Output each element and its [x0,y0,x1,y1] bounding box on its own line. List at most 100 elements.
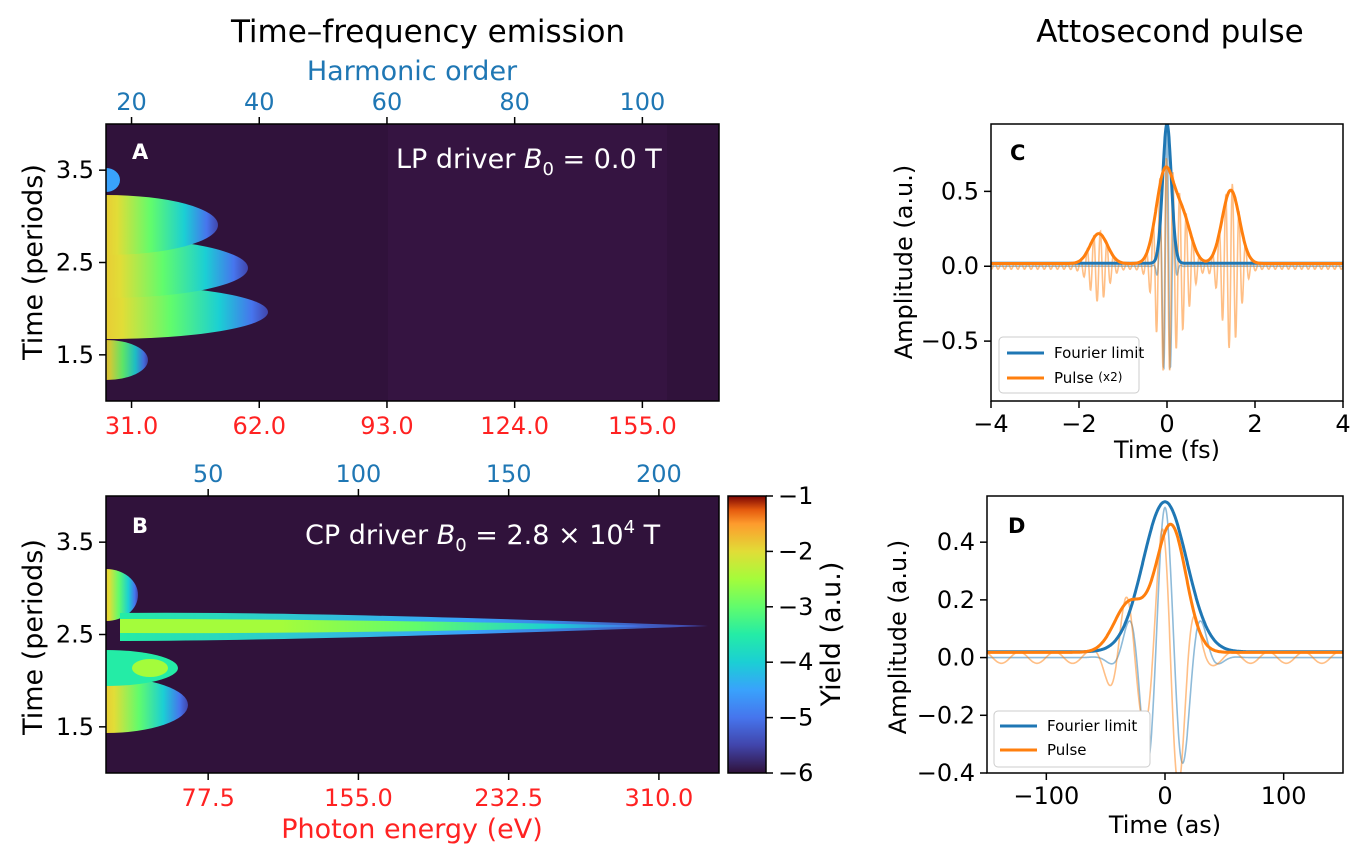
panel-d-ylabel: Amplitude (a.u.) [884,540,912,735]
panel-d-pulse-envelope [987,522,1343,654]
panel-c-x-tick-label-3: 2 [1247,410,1262,438]
panel-a-y-tick-label-2: 3.5 [56,156,94,184]
panel-d-legend: Fourier limit Pulse [993,710,1151,768]
panel-c-x-tick-label-2: 0 [1159,410,1174,438]
panel-d-pulse-field [987,528,1343,773]
panel-b-blob-low [106,677,188,733]
panel-c-x-tick-label-1: −2 [1061,410,1096,438]
panel-a-blob-5 [106,168,120,192]
panel-c-legend-fourier: Fourier limit [1054,344,1144,362]
panel-b-bottom-tick-label-2: 232.5 [474,784,543,812]
panel-c-x-tick-label-4: 4 [1335,410,1350,438]
panel-a-bottom-tick-label-2: 93.0 [360,412,413,440]
panel-d-x-axis: −100 0 100 [1013,773,1307,810]
panel-d-legend-fourier: Fourier limit [1047,717,1137,735]
panel-c-letter: C [1010,141,1025,165]
panel-c-legend-pulse: Pulse (x2) [1054,369,1122,387]
colorbar-tick-label-3: −4 [778,648,813,676]
panel-d-xlabel: Time (as) [1108,811,1221,839]
panel-d-x-tick-label-0: −100 [1013,782,1079,810]
panel-b-top-tick-label-0: 50 [193,460,224,488]
colorbar-tick-label-0: −1 [778,482,813,510]
panel-c-ylabel: Amplitude (a.u.) [890,165,918,360]
panel-a-blob-4 [106,195,218,255]
panel-d-y-tick-label-0: −0.4 [917,759,975,787]
panel-d-y-tick-label-4: 0.4 [937,528,975,556]
panel-d: D −100 0 100 −0.4 −0.2 0.0 0.2 0.4 Time (as) A… [884,495,1344,839]
panel-b-streak-core [120,619,660,634]
panel-a-letter: A [132,140,149,164]
panel-b-bottom-axis: 77.5 155.0 232.5 310.0 [181,773,693,812]
panel-d-fourier-envelope [987,500,1343,654]
panel-b-top-tick-label-1: 100 [336,460,382,488]
panel-a-top-tick-label-4: 100 [619,88,665,116]
colorbar-tick-label-2: −3 [778,593,813,621]
panel-d-y-tick-label-1: −0.2 [917,701,975,729]
colorbar-tick-label-5: −6 [778,759,813,787]
panel-a-ylabel: Time (periods) [18,164,49,361]
panel-c-xlabel: Time (fs) [1113,436,1220,464]
panel-a-y-tick-label-0: 1.5 [56,341,94,369]
right-heading: Attosecond pulse [1036,14,1304,50]
panel-a-y-axis: 1.5 2.5 3.5 [56,156,106,369]
panel-a-bottom-tick-label-1: 62.0 [233,412,286,440]
panel-d-x-tick-label-2: 100 [1261,782,1307,810]
panel-a-y-tick-label-1: 2.5 [56,249,94,277]
panel-c: C −4 −2 0 2 4 −0.5 0.0 0.5 Time (fs) Amplitude… [890,123,1351,464]
panel-b-blob-high [106,569,138,621]
panel-a-blob-2 [106,285,268,339]
panel-c-x-axis: −4 −2 0 2 4 [973,401,1351,438]
panel-d-y-tick-label-2: 0.0 [937,644,975,672]
panel-c-y-tick-label-0: −0.5 [921,327,979,355]
panel-a-top-tick-label-2: 60 [372,88,403,116]
panel-b-blob-mid-core [132,659,168,677]
panel-a-annotation: LP driver B0 = 0.0 T [396,144,662,180]
panel-c-y-axis: −0.5 0.0 0.5 [921,177,991,355]
colorbar-label: Yield (a.u.) [816,562,847,708]
panel-d-legend-pulse: Pulse [1047,741,1087,759]
panel-b-top-tick-label-3: 200 [636,460,682,488]
panel-d-x-tick-label-1: 0 [1157,782,1172,810]
colorbar-gradient [727,495,767,774]
panel-b-y-tick-label-0: 1.5 [56,713,94,741]
panel-b-top-tick-label-2: 150 [486,460,532,488]
panel-b-bottom-tick-label-1: 155.0 [324,784,393,812]
panel-c-plot-area [991,124,1343,371]
panel-c-pulse-envelope [991,165,1343,265]
panel-a: A LP driver B0 = 0.0 T Harmonic order 20… [18,56,720,440]
panel-b-y-axis: 1.5 2.5 3.5 [56,528,106,741]
panel-b-bottom-tick-label-0: 77.5 [181,784,234,812]
panel-a-band [388,124,667,401]
panel-b-annotation: CP driver B0 = 2.8 × 104 T [305,517,661,556]
panel-b-ylabel: Time (periods) [18,539,49,736]
panel-d-letter: D [1008,514,1025,538]
colorbar-tick-label-4: −5 [778,704,813,732]
panel-b-emission [106,569,708,733]
panel-a-top-axis-label: Harmonic order [307,56,518,87]
panel-b-y-tick-label-2: 3.5 [56,528,94,556]
panel-a-top-tick-label-3: 80 [499,88,530,116]
panel-a-bottom-axis: 31.0 62.0 93.0 124.0 155.0 [105,401,677,440]
panel-a-bottom-tick-label-4: 155.0 [608,412,677,440]
panel-c-y-tick-label-1: 0.0 [941,252,979,280]
panel-a-top-axis: Harmonic order 20 40 60 80 100 [116,56,665,124]
panel-b-bottom-tick-label-3: 310.0 [625,784,694,812]
panel-a-bottom-tick-label-0: 31.0 [105,412,158,440]
panel-c-y-tick-label-2: 0.5 [941,177,979,205]
panel-d-y-tick-label-3: 0.2 [937,586,975,614]
panel-a-top-tick-label-0: 20 [116,88,147,116]
colorbar: −1 −2 −3 −4 −5 −6 Yield (a.u.) [727,482,847,787]
panel-b-y-tick-label-1: 2.5 [56,621,94,649]
panel-a-blob-1 [106,340,148,380]
panel-c-legend: Fourier limit Pulse (x2) [998,336,1144,394]
panel-d-plot-area [987,500,1343,773]
panel-a-emission [106,124,667,401]
panel-d-y-axis: −0.4 −0.2 0.0 0.2 0.4 [917,528,987,787]
panel-a-top-tick-label-1: 40 [244,88,275,116]
colorbar-tick-label-1: −2 [778,537,813,565]
panel-b-letter: B [132,514,148,538]
panel-b: B CP driver B0 = 2.8 × 104 T 50 100 150 200… [18,460,847,845]
panel-c-x-tick-label-0: −4 [973,410,1008,438]
left-heading: Time–frequency emission [230,14,625,50]
